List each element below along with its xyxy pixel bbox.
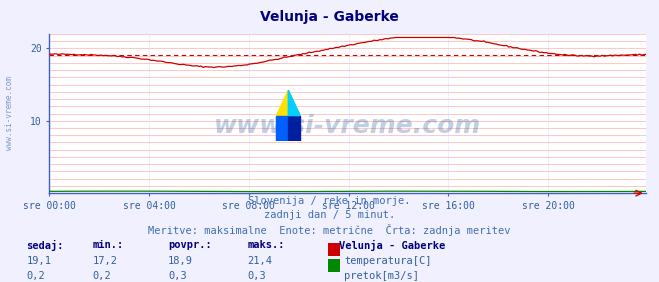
Text: 0,2: 0,2 bbox=[26, 271, 45, 281]
Text: 0,3: 0,3 bbox=[247, 271, 266, 281]
Text: www.si-vreme.com: www.si-vreme.com bbox=[214, 114, 481, 138]
Text: povpr.:: povpr.: bbox=[168, 240, 212, 250]
Text: Velunja - Gaberke: Velunja - Gaberke bbox=[260, 10, 399, 24]
Polygon shape bbox=[289, 90, 300, 116]
Polygon shape bbox=[277, 90, 300, 116]
Text: 0,2: 0,2 bbox=[92, 271, 111, 281]
Text: Meritve: maksimalne  Enote: metrične  Črta: zadnja meritev: Meritve: maksimalne Enote: metrične Črta… bbox=[148, 224, 511, 236]
Text: www.si-vreme.com: www.si-vreme.com bbox=[5, 76, 14, 150]
Text: min.:: min.: bbox=[92, 240, 123, 250]
Text: zadnji dan / 5 minut.: zadnji dan / 5 minut. bbox=[264, 210, 395, 220]
Text: 17,2: 17,2 bbox=[92, 256, 117, 266]
Text: 18,9: 18,9 bbox=[168, 256, 193, 266]
Text: pretok[m3/s]: pretok[m3/s] bbox=[344, 271, 419, 281]
Polygon shape bbox=[289, 116, 300, 141]
Text: 19,1: 19,1 bbox=[26, 256, 51, 266]
Text: Velunja - Gaberke: Velunja - Gaberke bbox=[339, 240, 445, 251]
Text: 0,3: 0,3 bbox=[168, 271, 186, 281]
Text: Slovenija / reke in morje.: Slovenija / reke in morje. bbox=[248, 196, 411, 206]
Text: temperatura[C]: temperatura[C] bbox=[344, 256, 432, 266]
Polygon shape bbox=[277, 116, 289, 141]
Text: sedaj:: sedaj: bbox=[26, 240, 64, 251]
Text: maks.:: maks.: bbox=[247, 240, 285, 250]
Text: 21,4: 21,4 bbox=[247, 256, 272, 266]
